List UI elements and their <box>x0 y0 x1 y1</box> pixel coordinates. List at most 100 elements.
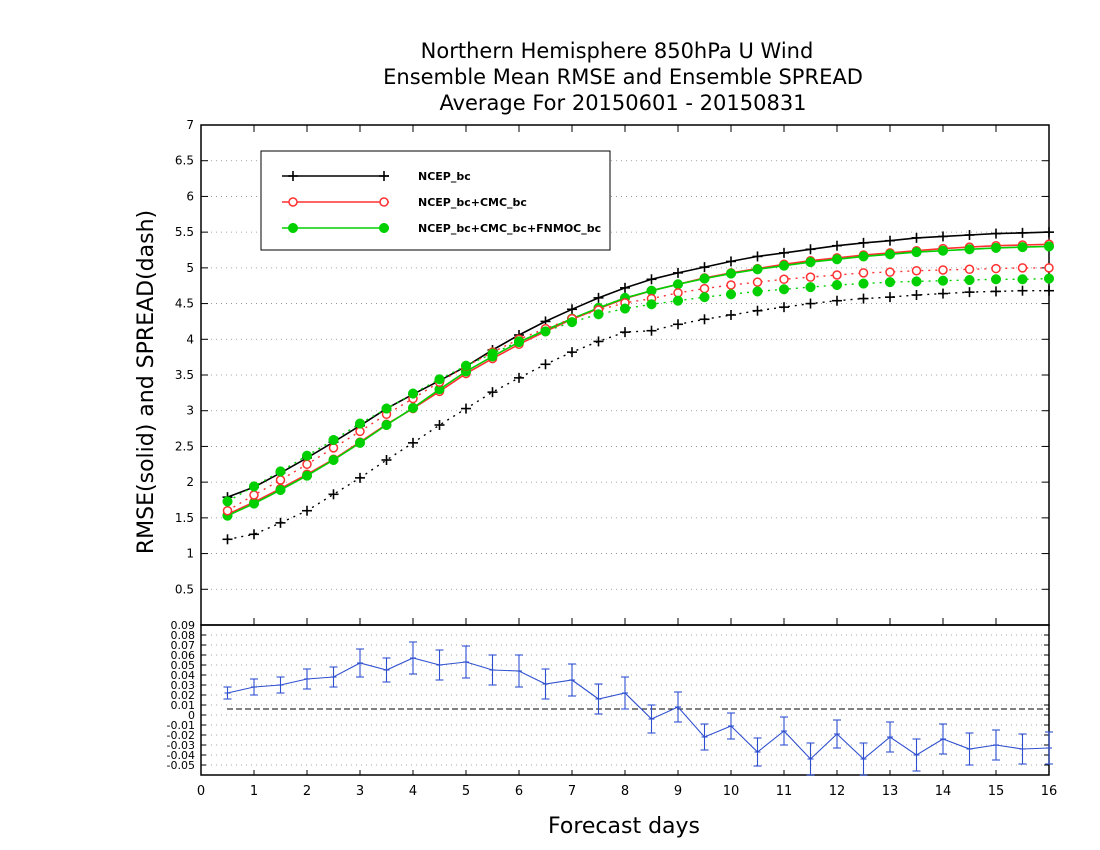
data-point <box>1017 242 1028 253</box>
data-point <box>832 270 842 280</box>
y-tick-label: 5 <box>186 261 194 275</box>
data-point <box>1017 263 1028 273</box>
y-tick-label: 0.07 <box>171 639 196 652</box>
data-point <box>911 276 922 287</box>
data-point <box>619 303 631 314</box>
legend: NCEP_bc NCEP_bc+CMC_bc NCEP_bc+CMC_bc+FNMO… <box>260 150 611 251</box>
x-tick-label: 14 <box>935 784 952 799</box>
data-point <box>407 402 419 413</box>
data-point <box>513 336 525 347</box>
legend-label: NCEP_bc <box>418 170 471 183</box>
data-point <box>990 242 1002 253</box>
y-tick-label: 0.5 <box>175 582 194 596</box>
x-tick-label: 7 <box>568 784 576 799</box>
chart-title-line-1: Northern Hemisphere 850hPa U Wind <box>421 39 814 63</box>
x-tick-label: 0 <box>197 784 205 799</box>
series-line <box>227 267 1049 512</box>
difference-line <box>227 657 1050 760</box>
data-point <box>222 505 233 516</box>
data-point <box>991 263 1001 274</box>
data-point <box>540 326 551 337</box>
data-point <box>407 388 419 399</box>
y-tick-label: 0.03 <box>171 679 196 692</box>
series-5-group <box>222 273 1055 507</box>
data-point <box>778 284 790 295</box>
data-point <box>1043 273 1055 284</box>
data-point <box>275 475 286 485</box>
data-point <box>726 280 736 290</box>
data-point <box>275 466 286 477</box>
y-tick-label: 0.01 <box>171 699 196 712</box>
data-point <box>248 481 260 492</box>
data-point <box>328 443 339 453</box>
data-point <box>699 273 710 284</box>
data-point <box>858 251 869 262</box>
data-point <box>831 254 843 265</box>
legend-label: NCEP_bc+CMC_bc <box>418 196 527 209</box>
series-0-group <box>222 227 1054 503</box>
data-point <box>646 299 657 310</box>
data-point <box>964 274 975 286</box>
data-point <box>381 403 392 414</box>
x-tick-label: 3 <box>356 784 364 799</box>
y-axis-label: RMSE(solid) and SPREAD(dash) <box>134 210 159 554</box>
difference-series-layer <box>223 641 1053 776</box>
data-point <box>779 274 789 285</box>
y-tick-label: 0.02 <box>171 689 196 702</box>
y-tick-label: 4.5 <box>175 297 194 311</box>
data-point <box>328 434 339 446</box>
data-point <box>911 265 922 276</box>
x-tick-label: 4 <box>409 784 417 799</box>
data-point <box>725 268 737 279</box>
data-point <box>301 470 313 481</box>
series-1-group <box>222 239 1054 520</box>
data-point <box>778 260 790 271</box>
y-tick-label: 0.09 <box>171 619 196 632</box>
top-y-axis-ticks: 0.5 1 1.5 2 2.5 3 3.5 4 4.5 5 5.5 6 6.5 7 <box>175 118 1049 596</box>
data-point <box>937 275 949 286</box>
data-point <box>487 348 498 359</box>
x-tick-label: 10 <box>723 784 740 799</box>
y-tick-label: 2 <box>186 475 194 489</box>
y-tick-label: -0.02 <box>167 729 195 742</box>
series-line <box>227 243 1050 516</box>
y-tick-label: 6 <box>186 189 194 203</box>
data-point <box>672 279 684 290</box>
y-tick-label: 7 <box>186 118 194 132</box>
x-tick-label: 13 <box>882 784 899 799</box>
data-point <box>355 426 365 437</box>
data-point <box>1044 263 1054 273</box>
legend-item: NCEP_bc+CMC_bc <box>282 196 527 209</box>
legend-items: NCEP_bc NCEP_bc+CMC_bc NCEP_bc+CMC_bc+FNMO… <box>282 170 601 235</box>
data-point <box>381 419 392 431</box>
y-tick-label: 0.04 <box>171 669 196 682</box>
data-point <box>911 247 922 258</box>
data-point <box>566 317 578 328</box>
y-tick-label: 3 <box>186 404 194 418</box>
series-layer <box>222 227 1055 545</box>
x-axis-ticks: 0 1 2 3 4 5 6 7 8 9 10 11 12 13 14 15 16 <box>197 125 1057 799</box>
x-tick-label: 11 <box>776 784 793 799</box>
data-point <box>752 277 763 287</box>
x-tick-label: 15 <box>988 784 1005 799</box>
data-point <box>248 498 260 509</box>
y-tick-label: -0.04 <box>167 749 195 762</box>
data-point <box>752 286 763 297</box>
y-tick-label: 1 <box>186 547 194 561</box>
data-point <box>275 484 286 496</box>
legend-box <box>260 150 611 251</box>
y-tick-label: -0.01 <box>167 719 195 732</box>
data-point <box>328 454 339 466</box>
y-tick-label: -0.05 <box>167 759 195 772</box>
difference-series-group <box>223 641 1053 776</box>
data-point <box>725 289 737 300</box>
series-line <box>227 231 1050 498</box>
data-point <box>805 282 816 293</box>
y-tick-label: 0.08 <box>171 629 196 642</box>
data-point <box>354 437 366 448</box>
data-point <box>752 264 763 275</box>
data-point <box>354 418 366 429</box>
legend-marker <box>287 222 299 234</box>
chart-title-line-3: Average For 20150601 - 20150831 <box>439 91 806 115</box>
